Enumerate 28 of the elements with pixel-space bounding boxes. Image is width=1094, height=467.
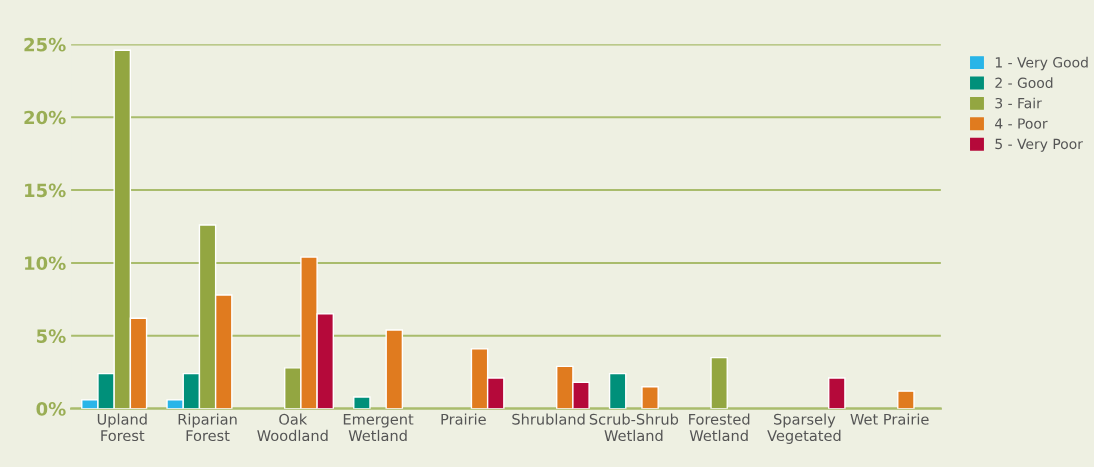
y-tick-label: 15% xyxy=(25,183,66,198)
y-tick-label: 10% xyxy=(25,256,66,271)
bar xyxy=(353,396,371,409)
bar xyxy=(608,372,627,409)
x-tick-label: Sparsely Vegetated xyxy=(767,413,841,444)
y-tick-label: 0% xyxy=(36,402,66,416)
x-tick-label: Scrub-Shrub Wetland xyxy=(589,413,679,442)
y-tick-label: 25% xyxy=(24,37,66,52)
x-tick-label: Riparian Forest xyxy=(178,413,237,442)
legend-label: 5 - Very Poor xyxy=(995,138,1083,152)
legend-label: 1 - Very Good xyxy=(995,56,1088,71)
x-tick-label: Shrubland xyxy=(512,413,585,425)
y-tick-label: 20% xyxy=(24,110,66,125)
x-tick-label: Wet Prairie xyxy=(850,413,929,425)
x-tick-label: Prairie xyxy=(441,413,486,425)
x-tick-label: Upland Forest xyxy=(97,413,147,442)
x-tick-label: Oak Woodland xyxy=(257,413,328,442)
y-tick-label: 5% xyxy=(36,329,66,343)
bar xyxy=(710,356,728,409)
bar xyxy=(828,377,846,409)
legend-label: 4 - Poor xyxy=(995,118,1048,129)
x-tick-label: Forested Wetland xyxy=(689,413,750,442)
legend-label: 3 - Fair xyxy=(995,97,1042,109)
legend-label: 2 - Good xyxy=(995,77,1053,89)
bar xyxy=(385,329,404,409)
x-tick-label: Emergent Wetland xyxy=(343,413,414,442)
bar xyxy=(897,390,915,409)
bar xyxy=(641,386,659,409)
